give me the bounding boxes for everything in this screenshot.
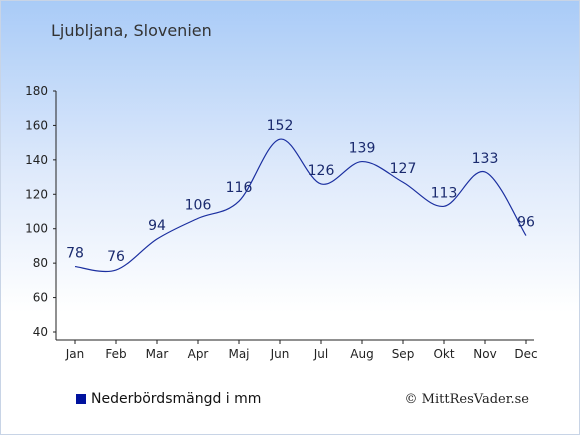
y-tick-label: 40 — [33, 325, 48, 339]
legend: Nederbördsmängd i mm — [76, 391, 261, 407]
data-label: 126 — [308, 163, 335, 179]
y-tick-label: 180 — [25, 84, 48, 98]
y-tick-label: 160 — [25, 118, 48, 132]
series-line — [74, 138, 527, 273]
x-tick-label: Apr — [188, 347, 209, 361]
x-tick-label: Nov — [473, 347, 496, 361]
x-tick-label: Jan — [65, 347, 85, 361]
legend-swatch — [76, 394, 86, 404]
x-tick-label: Okt — [433, 347, 454, 361]
data-label: 96 — [517, 215, 535, 231]
data-label: 76 — [107, 249, 125, 265]
data-label: 94 — [148, 218, 166, 234]
data-label: 139 — [349, 141, 376, 157]
x-tick-label: Mar — [146, 347, 169, 361]
credit-text: © MittResVader.se — [404, 392, 529, 407]
data-label: 127 — [390, 161, 417, 177]
data-label: 133 — [472, 151, 499, 167]
y-tick-label: 140 — [25, 153, 48, 167]
x-tick-label: Jul — [313, 347, 328, 361]
x-tick-label: Maj — [228, 347, 249, 361]
y-tick-label: 100 — [25, 222, 48, 236]
data-label: 116 — [226, 180, 253, 196]
data-label: 113 — [431, 185, 458, 201]
data-label: 106 — [185, 197, 212, 213]
x-tick-label: Sep — [392, 347, 415, 361]
x-tick-label: Dec — [514, 347, 537, 361]
legend-label: Nederbördsmängd i mm — [91, 391, 262, 407]
x-tick-label: Jun — [270, 347, 290, 361]
x-tick-label: Aug — [350, 347, 373, 361]
y-tick-label: 80 — [33, 256, 48, 270]
y-tick-label: 60 — [33, 291, 48, 305]
data-label: 78 — [66, 246, 84, 262]
data-label: 152 — [267, 118, 294, 134]
chart-title: Ljubljana, Slovenien — [51, 21, 212, 40]
x-tick-label: Feb — [105, 347, 126, 361]
y-tick-label: 120 — [25, 187, 48, 201]
